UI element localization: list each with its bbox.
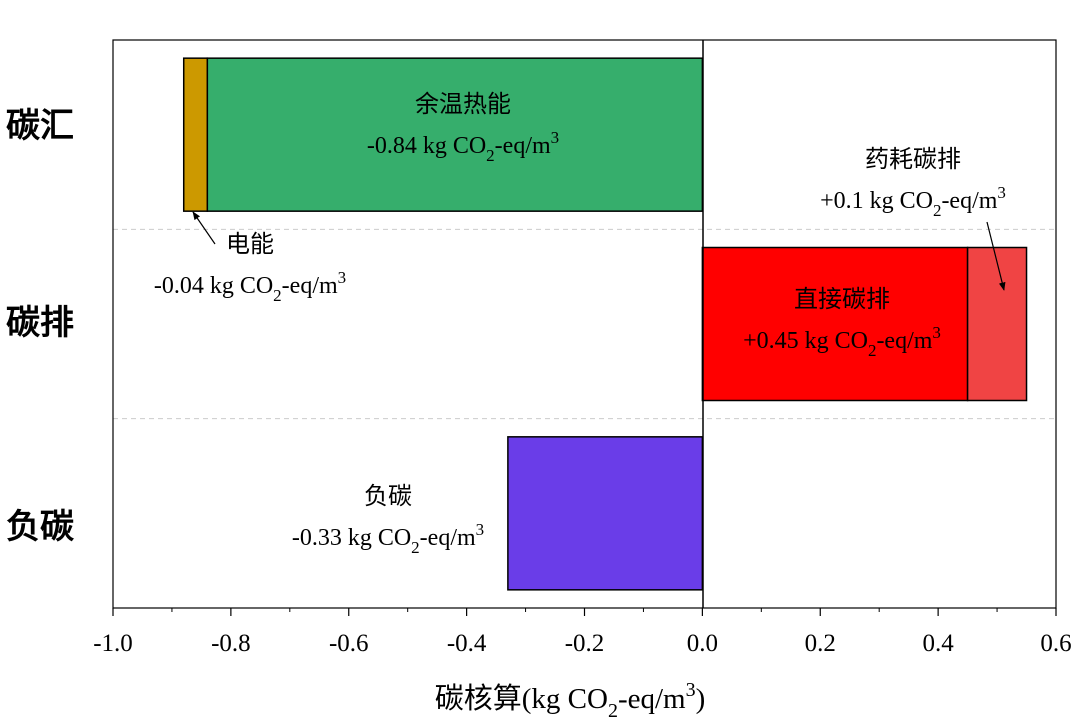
- x-tick-label: -1.0: [93, 630, 133, 657]
- bar-直接碳排: [701, 246, 969, 402]
- category-label: 负碳: [6, 508, 75, 546]
- x-tick-label: -0.8: [211, 630, 251, 657]
- x-tick-label: -0.4: [447, 630, 487, 657]
- bar-负碳: [507, 436, 704, 591]
- bar-label-value: -0.84 kg CO2-eq/m3: [367, 128, 559, 165]
- bar-label-value: +0.1 kg CO2-eq/m3: [820, 183, 1006, 220]
- category-label: 碳汇: [6, 107, 74, 145]
- bar-label-name: 直接碳排: [794, 286, 890, 313]
- bar-电能: [182, 57, 209, 212]
- bar-label-value: -0.04 kg CO2-eq/m3: [154, 268, 346, 305]
- bar-label-value: +0.45 kg CO2-eq/m3: [743, 323, 941, 360]
- x-tick-label: 0.0: [687, 630, 718, 657]
- bar-label-name: 电能: [226, 231, 274, 258]
- x-tick-label: 0.4: [923, 630, 955, 657]
- x-tick-label: -0.2: [565, 630, 605, 657]
- bar-label-value: -0.33 kg CO2-eq/m3: [292, 520, 484, 557]
- annotation-arrow: [986, 221, 1006, 291]
- x-tick-label: 0.6: [1040, 630, 1071, 657]
- bar-label-name: 药耗碳排: [865, 146, 961, 173]
- bar-label-name: 余温热能: [415, 91, 511, 118]
- x-tick-label: 0.2: [805, 630, 836, 657]
- x-axis-label: 碳核算(kg CO2-eq/m3): [435, 679, 706, 722]
- annotation-arrow: [192, 211, 216, 245]
- bar-药耗碳排: [966, 246, 1028, 402]
- category-label: 碳排: [6, 304, 74, 342]
- x-tick-label: -0.6: [329, 630, 369, 657]
- bar-label-name: 负碳: [364, 483, 412, 510]
